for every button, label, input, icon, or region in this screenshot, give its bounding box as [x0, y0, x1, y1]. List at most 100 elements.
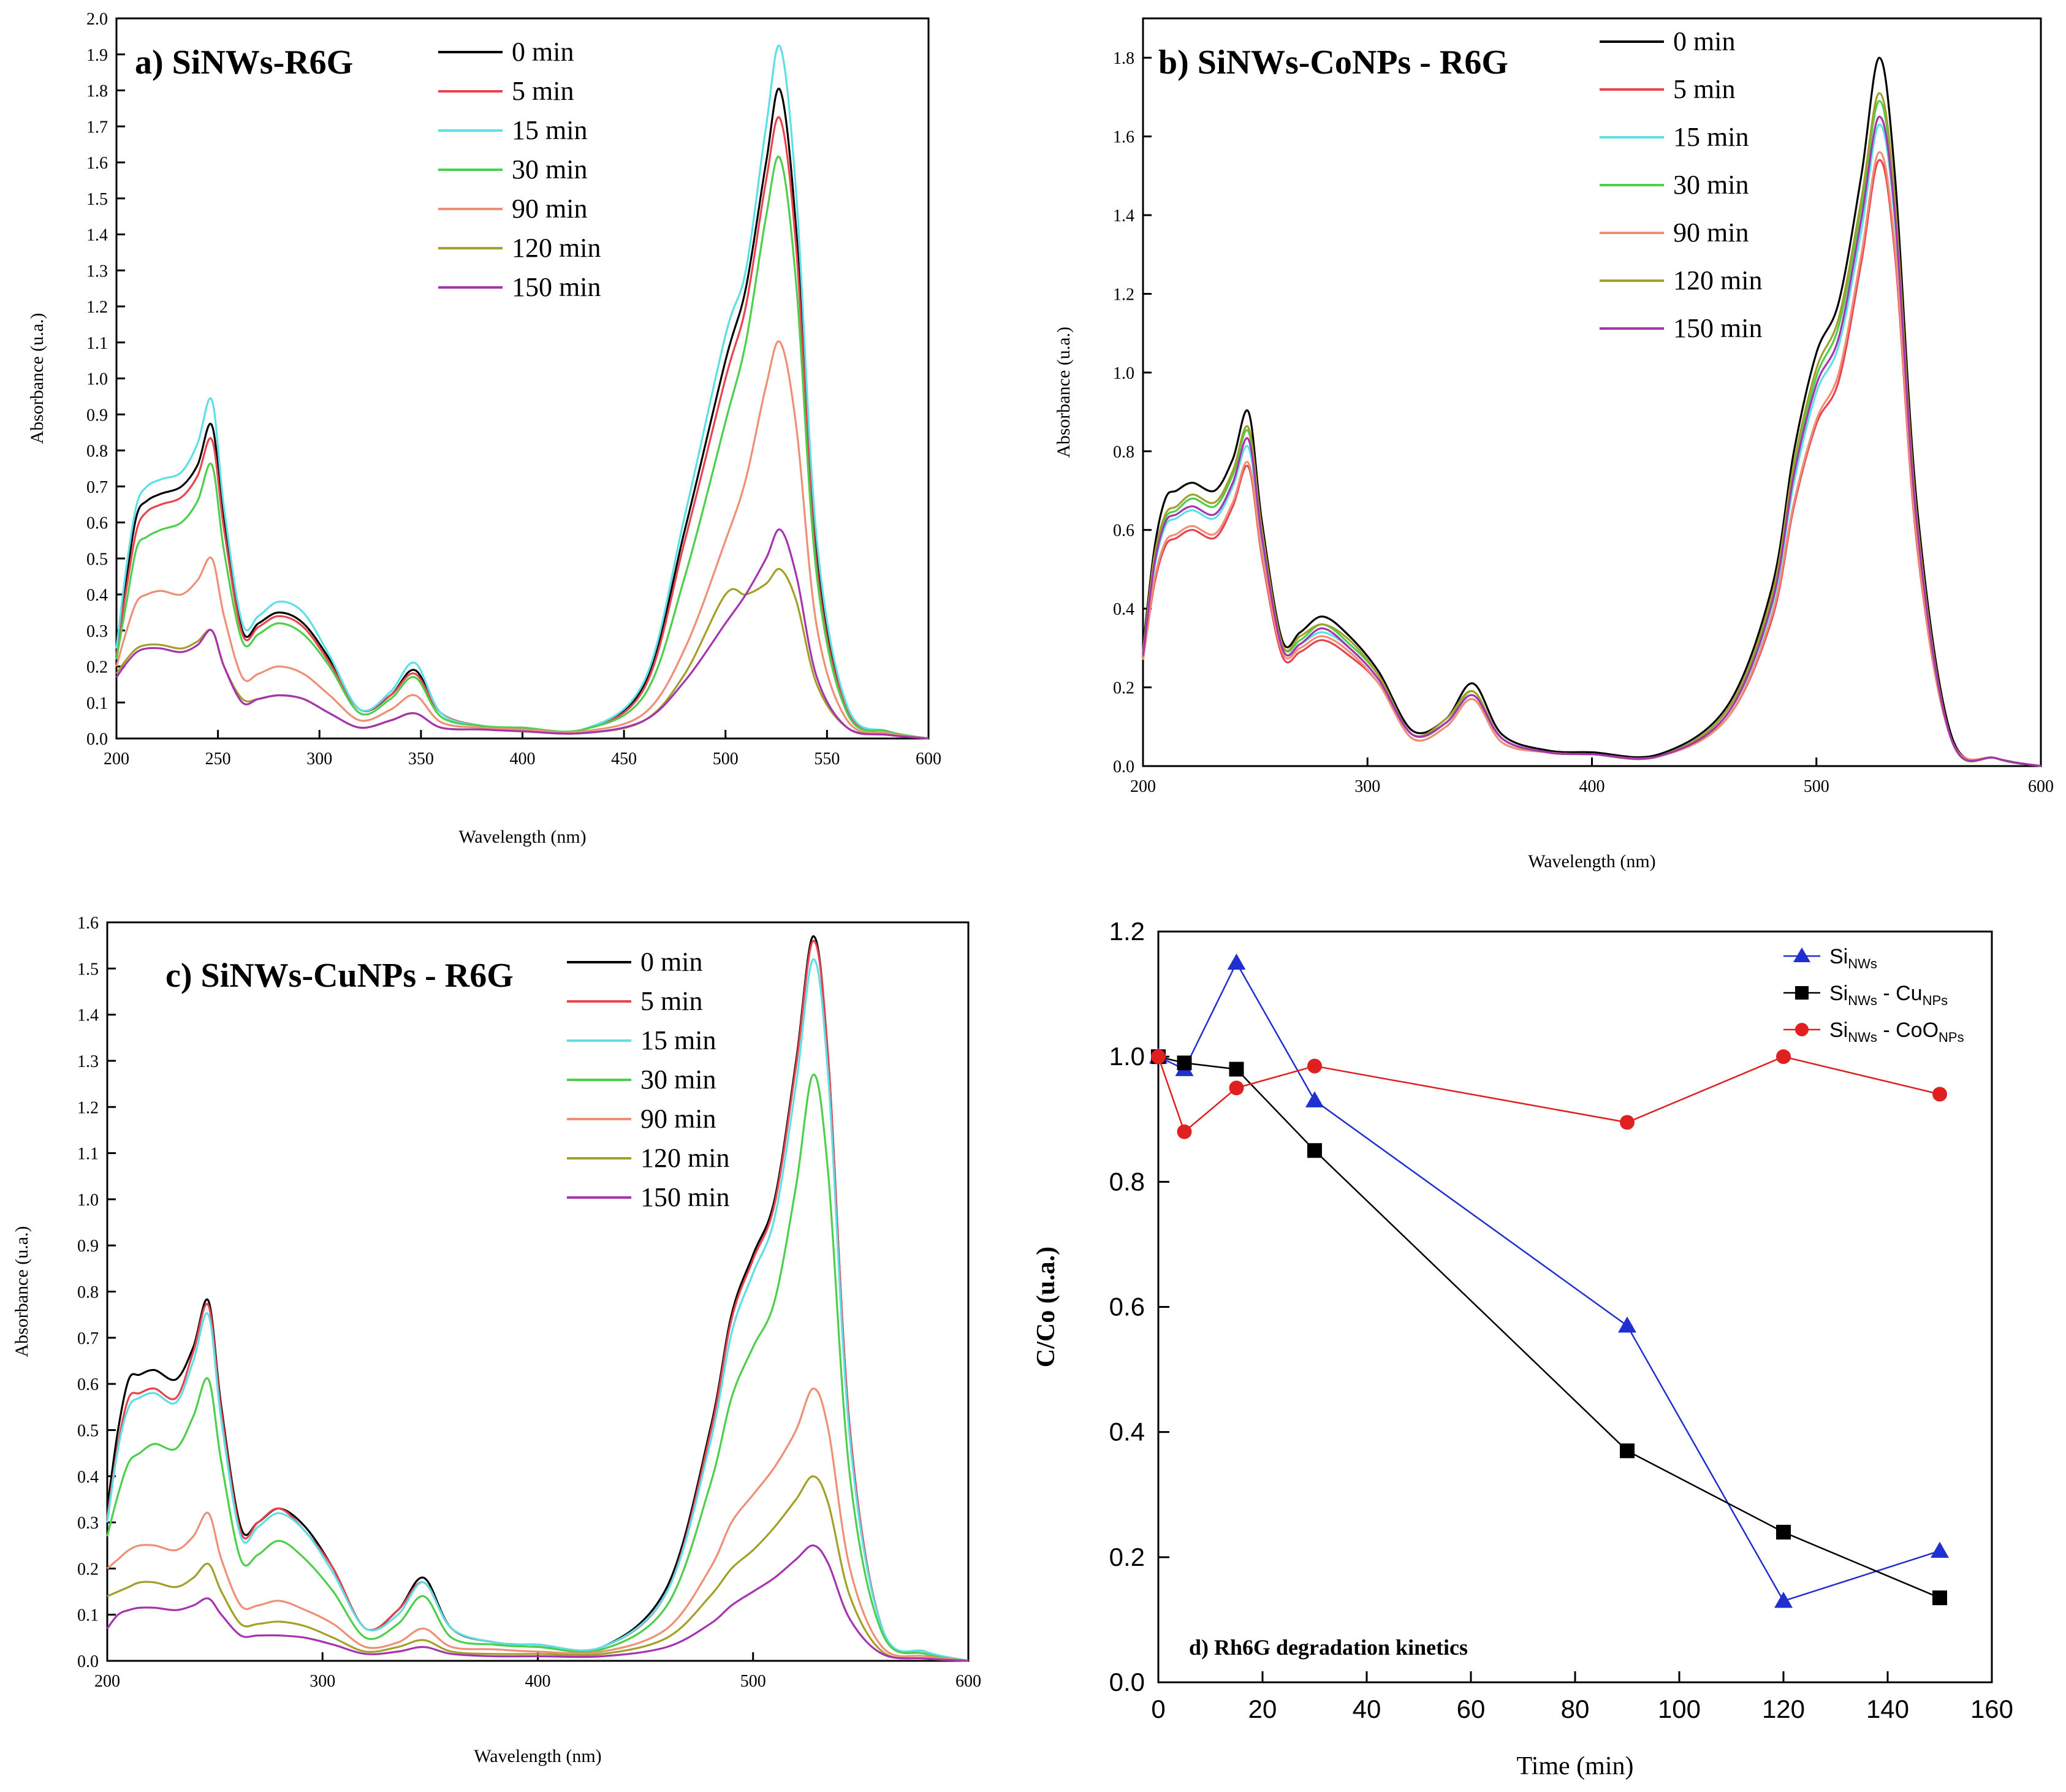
y-tick-label: 0.4: [1113, 600, 1134, 619]
series-line-120-min: [1142, 92, 2041, 767]
series-line-90-min: [115, 340, 929, 740]
legend-text: Si: [1829, 1019, 1848, 1042]
y-tick-label: 0.0: [86, 730, 108, 749]
x-tick-label: 160: [1970, 1695, 2013, 1723]
series-line-90-min: [1142, 151, 2041, 767]
x-tick-label: 0: [1151, 1695, 1165, 1723]
chart-title: c) SiNWs-CuNPs - R6G: [165, 957, 514, 995]
data-point-triangle: [1931, 1541, 1949, 1558]
y-tick-label: 0.6: [86, 514, 108, 533]
y-tick-label: 1.1: [77, 1145, 99, 1164]
x-tick-label: 400: [525, 1672, 551, 1691]
y-axis-label: Absorbance (u.a.): [1054, 327, 1074, 458]
y-tick-label: 0.8: [1109, 1167, 1145, 1196]
data-point-triangle: [1227, 954, 1246, 970]
data-point-circle: [1177, 1124, 1192, 1139]
y-tick-label: 1.6: [77, 914, 99, 933]
y-tick-label: 0.9: [86, 406, 108, 425]
y-tick-label: 0.2: [1109, 1543, 1145, 1571]
legend-label: 15 min: [640, 1025, 716, 1055]
series-line-150-min: [115, 528, 929, 740]
x-axis-label: Wavelength (nm): [458, 827, 586, 847]
legend-subscript: NPs: [1939, 1030, 1964, 1045]
y-axis-label: Absorbance (u.a.): [27, 313, 47, 444]
y-tick-label: 1.6: [1113, 128, 1134, 147]
y-tick-label: 1.0: [77, 1191, 99, 1210]
legend-label: 0 min: [1673, 26, 1735, 56]
x-tick-label: 450: [611, 750, 637, 769]
legend-label: 5 min: [1673, 74, 1735, 104]
legend-label: 5 min: [640, 986, 702, 1016]
series-line-15-min: [106, 958, 969, 1662]
x-tick-label: 550: [814, 750, 840, 769]
chart-panel-b: 200 300 400 500 600 0.0 0.2 0.4 0.6 0.8 1.0 1.2 1.4 1…: [1054, 17, 2054, 871]
series-line-150-min: [1142, 115, 2041, 767]
y-tick-label: 0.2: [77, 1560, 99, 1579]
y-tick-label: 1.6: [86, 154, 108, 173]
y-tick-label: 0.7: [77, 1329, 99, 1348]
series-line-30-min: [106, 1073, 969, 1662]
series-line: [1158, 1055, 1940, 1599]
y-tick-label: 1.5: [77, 960, 99, 979]
y-tick-label: 1.4: [86, 226, 108, 245]
x-tick-label: 300: [1354, 777, 1380, 796]
x-tick-label: 40: [1353, 1695, 1381, 1723]
legend-label: 150 min: [640, 1182, 729, 1212]
y-tick-label: 0.1: [86, 694, 108, 713]
x-tick-label: 500: [713, 750, 739, 769]
legend-marker-square: [1795, 986, 1809, 1000]
chart-panel-c: 200 300 400 500 600 0.0 0.1 0.2 0.3 0.4 0.5 0.6 0.7 0…: [12, 914, 981, 1766]
data-point-circle: [1229, 1080, 1244, 1096]
data-point-circle: [1307, 1058, 1322, 1074]
y-tick-label: 0.4: [86, 586, 108, 605]
legend-label: 5 min: [512, 76, 574, 106]
data-point-square: [1932, 1590, 1947, 1606]
legend-label: 0 min: [640, 947, 702, 977]
y-tick-label: 0.8: [86, 442, 108, 461]
y-tick-label: 0.2: [86, 658, 108, 677]
legend-subscript: NPs: [1923, 993, 1948, 1008]
legend-label: 150 min: [512, 272, 601, 302]
legend-label: 90 min: [1673, 218, 1749, 248]
legend-label: 120 min: [512, 233, 601, 263]
x-tick-label: 300: [306, 750, 332, 769]
legend-label: 30 min: [1673, 170, 1749, 200]
series-line-0-min: [1142, 56, 2041, 767]
legend-label: 150 min: [1673, 313, 1762, 343]
y-axis-label: C/Co (u.a.): [1032, 1247, 1060, 1367]
y-tick-label: 0.5: [77, 1421, 99, 1440]
chart-panel-d: 0 20 40 60 80 100 120 140 160 0.0 0.2 0.4 0.6 0.8 1.0 1…: [1032, 917, 2013, 1780]
x-axis-label: Wavelength (nm): [1528, 851, 1655, 871]
legend-marker-triangle: [1793, 947, 1810, 962]
y-tick-label: 0.0: [1113, 757, 1134, 776]
legend-marker-circle: [1795, 1023, 1809, 1036]
y-tick-label: 0.4: [1109, 1418, 1145, 1446]
data-point-square: [1177, 1055, 1192, 1071]
series-line-120-min: [107, 1475, 969, 1662]
chart-title: b) SiNWs-CoNPs - R6G: [1158, 44, 1508, 82]
y-tick-label: 0.8: [77, 1283, 99, 1302]
y-tick-label: 1.0: [1109, 1042, 1145, 1071]
data-point-square: [1776, 1525, 1791, 1540]
legend-label: 15 min: [1673, 122, 1749, 152]
chart-title: a) SiNWs-R6G: [135, 44, 353, 82]
x-tick-label: 500: [740, 1672, 766, 1691]
legend-subscript: NWs: [1848, 956, 1877, 971]
y-tick-label: 0.0: [77, 1652, 99, 1671]
x-tick-label: 350: [408, 750, 434, 769]
x-tick-label: 400: [1579, 777, 1605, 796]
legend-text: Si: [1829, 945, 1848, 968]
series-line-5-min: [1142, 159, 2041, 767]
y-tick-label: 1.3: [77, 1052, 99, 1071]
x-tick-label: 600: [955, 1672, 981, 1691]
legend-label: 30 min: [640, 1065, 716, 1095]
x-tick-label: 120: [1762, 1695, 1805, 1723]
legend-label: SiNWs - CuNPs: [1829, 982, 1948, 1008]
y-tick-label: 0.6: [1113, 522, 1134, 541]
data-point-triangle: [1305, 1091, 1324, 1107]
legend-label: 30 min: [512, 154, 587, 184]
y-tick-label: 0.2: [1113, 679, 1134, 698]
y-tick-label: 1.5: [86, 190, 108, 209]
y-tick-label: 0.1: [77, 1606, 99, 1625]
